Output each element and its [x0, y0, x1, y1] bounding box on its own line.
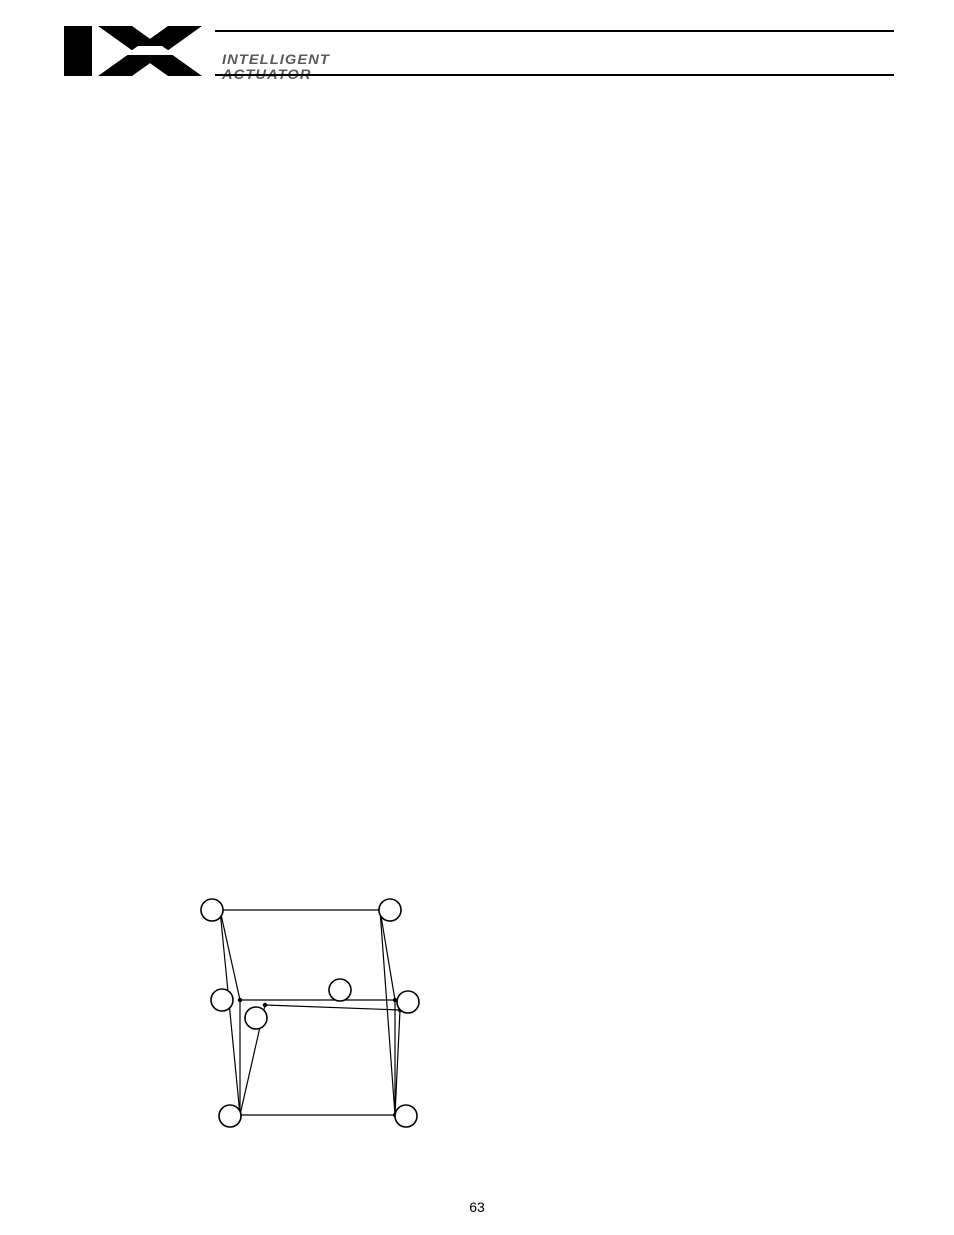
- brand-logo-line1: INTELLIGENT: [222, 52, 330, 67]
- page-number: 63: [0, 1199, 954, 1215]
- brand-logo-text: INTELLIGENT ACTUATOR: [222, 52, 330, 82]
- page-header: INTELLIGENT ACTUATOR: [60, 30, 894, 100]
- page: INTELLIGENT ACTUATOR 63: [0, 0, 954, 1235]
- header-rule-top: [215, 30, 894, 32]
- header-rule-bottom: [215, 74, 894, 76]
- cube-diagram-svg: [200, 890, 430, 1140]
- ix-logo-icon: [60, 22, 210, 84]
- brand-logo: [60, 22, 210, 89]
- cube-diagram: [200, 890, 430, 1145]
